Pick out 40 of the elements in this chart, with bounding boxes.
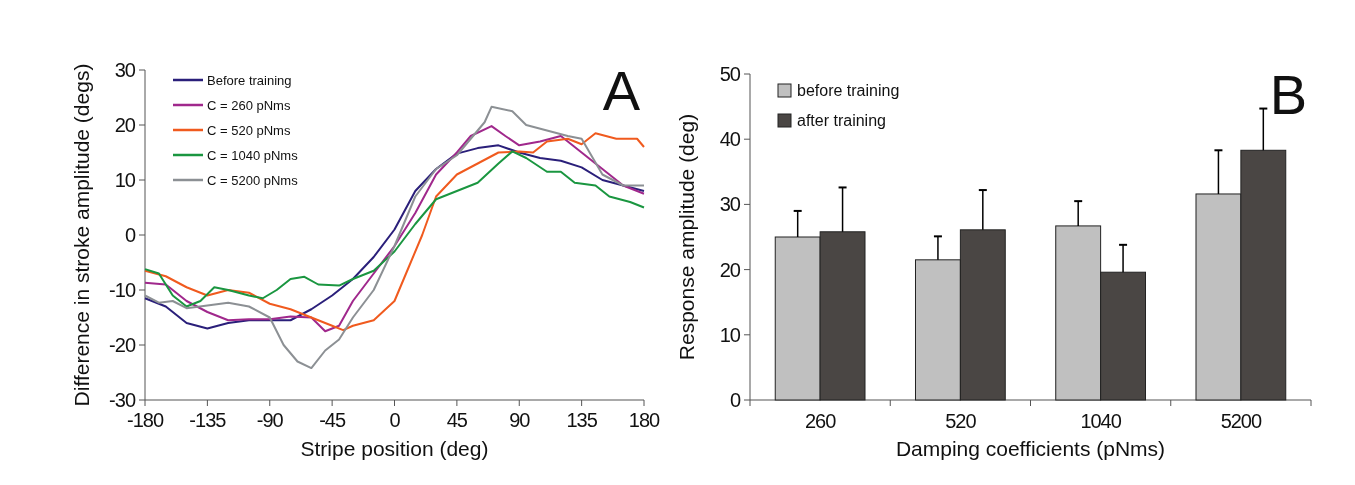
y-tick-label: 40 [719,128,741,151]
annotation: B [1269,63,1307,126]
legend-label: Before training [207,73,292,88]
x-tick-label: 135 [566,409,598,431]
y-tick-label: 0 [729,389,741,411]
x-tick-label: 5200 [1220,410,1262,432]
annotation: A [602,59,641,122]
x-tick-label: 90 [509,409,531,431]
legend-label: C = 5200 pNms [207,173,299,188]
legend-label: C = 1040 pNms [207,148,299,163]
legend-label: after training [797,112,886,129]
x-tick-label: 180 [628,409,661,431]
y-tick-label: 30 [114,59,136,81]
x-tick-label: -135 [189,409,227,431]
x-tick-label: 520 [945,410,977,432]
y-tick-label: -10 [109,279,136,301]
x-tick-label: 0 [389,409,401,431]
x-tick-label: -180 [126,409,164,431]
y-tick-label: -30 [109,389,136,411]
legend-label: before training [797,82,900,99]
y-tick-label: 50 [719,63,741,85]
y-tick-label: -20 [109,334,136,356]
x-axis-title: Damping coefficients (pNms) [895,437,1166,460]
x-axis-title: Stripe position (deg) [300,437,489,460]
x-tick-label: 260 [804,410,837,432]
y-tick-label: 30 [719,193,741,216]
x-tick-label: 45 [446,409,468,431]
y-tick-label: 10 [114,169,136,191]
y-tick-label: 20 [114,114,136,136]
y-axis-title: Difference in stroke amplitude (degs) [70,63,93,407]
x-tick-label: -90 [256,409,284,431]
x-tick-label: 1040 [1080,410,1122,432]
legend-label: C = 520 pNms [207,123,291,138]
x-tick-label: -45 [319,409,346,431]
y-tick-label: 0 [124,224,136,246]
y-axis-title: Response amplitude (deg) [675,113,698,361]
y-tick-label: 20 [719,258,741,281]
line-series [144,150,645,308]
legend-label: C = 260 pNms [207,98,291,113]
y-tick-label: 10 [719,323,741,346]
